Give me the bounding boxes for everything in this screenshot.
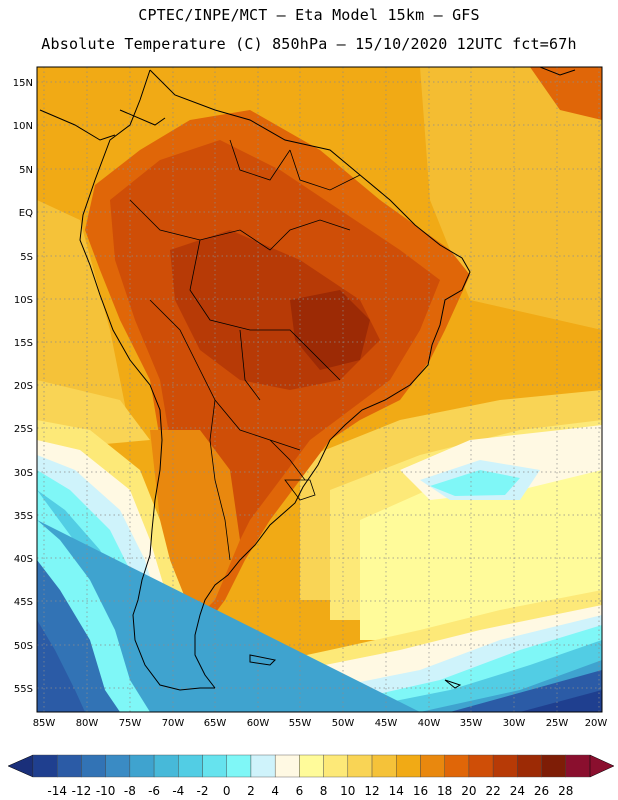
colorbar-swatch: [153, 754, 179, 778]
lat-label: 5N: [19, 165, 33, 176]
map-frame: [36, 66, 603, 713]
colorbar-label: 20: [461, 784, 476, 798]
colorbar-swatch: [81, 754, 106, 778]
colorbar-label: 12: [364, 784, 379, 798]
lat-label: EQ: [19, 208, 33, 219]
colorbar-swatch: [420, 754, 445, 778]
colorbar-label: 22: [485, 784, 500, 798]
lat-label: 20S: [14, 381, 33, 392]
colorbar-label: -2: [197, 784, 209, 798]
colorbar-swatch: [202, 754, 227, 778]
lat-label: 15S: [14, 338, 33, 349]
lat-label: 15N: [13, 78, 33, 89]
colorbar-swatch: [299, 754, 324, 778]
colorbar-label: 0: [223, 784, 231, 798]
colorbar-label: 28: [558, 784, 573, 798]
title-line-1: CPTEC/INPE/MCT — Eta Model 15km — GFS: [138, 6, 480, 24]
colorbar-swatch: [178, 754, 203, 778]
colorbar-label: 26: [534, 784, 549, 798]
colorbar-label: -4: [172, 784, 184, 798]
colorbar-label: -12: [72, 784, 92, 798]
colorbar-swatch: [226, 754, 252, 778]
lon-label: 45W: [375, 718, 398, 729]
colorbar-swatch: [129, 754, 155, 778]
lat-label: 30S: [14, 468, 33, 479]
lat-label: 25S: [14, 424, 33, 435]
lat-axis: 15N 10N 5N EQ 5S 10S 15S 20S 25S 30S 35S…: [13, 78, 33, 695]
lat-label: 55S: [14, 684, 33, 695]
lat-label: 45S: [14, 597, 33, 608]
coastline: [39, 67, 576, 691]
lon-label: 70W: [162, 718, 185, 729]
colorbar-label: 10: [340, 784, 355, 798]
colorbar-label: 24: [510, 784, 525, 798]
colorbar-swatch: [32, 754, 58, 778]
lon-label: 55W: [289, 718, 312, 729]
colorbar-swatch: [492, 754, 518, 778]
lon-axis: 85W 80W 75W 70W 65W 60W 55W 50W 45W 40W …: [33, 718, 608, 729]
lon-label: 25W: [546, 718, 569, 729]
colorbar-label: -14: [47, 784, 67, 798]
colorbar-swatch: [517, 754, 542, 778]
colorbar-under-arrow: [7, 754, 34, 778]
colorbar-swatch: [57, 754, 82, 778]
lon-label: 80W: [76, 718, 99, 729]
lon-label: 30W: [503, 718, 526, 729]
lon-label: 85W: [33, 718, 56, 729]
lon-label: 60W: [247, 718, 270, 729]
colorbar-label: 2: [247, 784, 255, 798]
colorbar-swatch: [347, 754, 373, 778]
colorbar-swatch: [541, 754, 566, 778]
lat-label: 35S: [14, 511, 33, 522]
colorbar-swatch: [396, 754, 421, 778]
colorbar-over-arrow: [589, 754, 615, 778]
colorbar-label: -8: [124, 784, 136, 798]
country-borders: [129, 139, 361, 561]
colorbar-swatch: [105, 754, 131, 778]
colorbar-swatch: [468, 754, 494, 778]
title-line-2: Absolute Temperature (C) 850hPa — 15/10/…: [41, 35, 577, 53]
colorbar: -14 -12 -10 -8 -6 -4 -2 0 2 4 6 8 10 12 14 16 18 20 22 24 26…: [7, 754, 615, 798]
colorbar-swatch: [250, 754, 276, 778]
colorbar-label: 16: [413, 784, 428, 798]
colorbar-swatch: [444, 754, 470, 778]
lat-label: 10S: [14, 295, 33, 306]
lat-label: 5S: [20, 252, 33, 263]
colorbar-swatch: [565, 754, 591, 778]
colorbar-swatch: [371, 754, 397, 778]
lon-label: 20W: [585, 718, 608, 729]
lon-label: 35W: [460, 718, 483, 729]
colorbar-label: 18: [437, 784, 452, 798]
temperature-field: [37, 67, 602, 712]
colorbar-label: 8: [320, 784, 328, 798]
colorbar-label: 6: [296, 784, 304, 798]
lon-label: 65W: [204, 718, 227, 729]
colorbar-label: 14: [389, 784, 404, 798]
lat-label: 40S: [14, 554, 33, 565]
colorbar-swatch: [323, 754, 349, 778]
lon-label: 40W: [418, 718, 441, 729]
colorbar-label: 4: [271, 784, 279, 798]
lon-label: 50W: [332, 718, 355, 729]
lat-label: 50S: [14, 641, 33, 652]
colorbar-label: -10: [96, 784, 116, 798]
lon-label: 75W: [119, 718, 142, 729]
colorbar-label: -6: [148, 784, 160, 798]
lat-label: 10N: [13, 121, 33, 132]
colorbar-swatch: [274, 754, 300, 778]
